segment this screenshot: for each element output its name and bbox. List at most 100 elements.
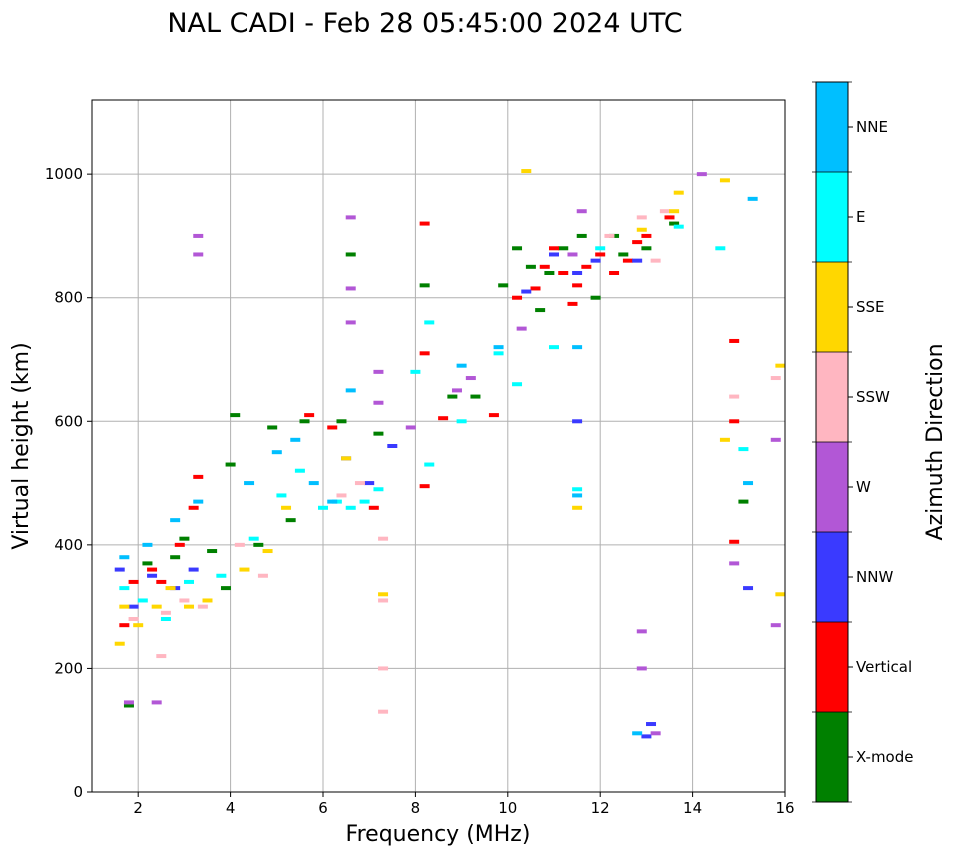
data-point	[202, 598, 213, 603]
data-point	[646, 722, 657, 727]
y-tick-label: 800	[54, 289, 83, 307]
data-point	[549, 345, 559, 350]
data-point	[424, 320, 435, 325]
data-point	[743, 481, 754, 486]
data-point	[336, 419, 347, 424]
data-point	[641, 734, 652, 739]
x-tick-label: 12	[591, 799, 610, 817]
data-point	[151, 604, 162, 609]
colorbar-tick-label: NNE	[856, 118, 888, 136]
data-point	[193, 233, 204, 238]
data-point	[123, 700, 134, 705]
data-point	[239, 567, 250, 572]
data-point	[179, 536, 190, 541]
data-point	[378, 666, 389, 671]
data-point	[345, 505, 356, 510]
data-point	[225, 462, 236, 467]
series-nne	[119, 196, 758, 736]
data-point	[128, 579, 139, 584]
series-nnw	[114, 252, 754, 739]
data-point	[359, 499, 370, 504]
colorbar-frame	[815, 81, 849, 803]
data-point	[465, 376, 476, 381]
data-point	[775, 592, 786, 597]
colorbar-segment	[816, 622, 848, 712]
data-point	[549, 246, 559, 251]
series-x-mode	[123, 221, 749, 708]
data-point	[304, 413, 315, 418]
data-point	[488, 413, 499, 418]
x-tick-label: 10	[498, 799, 517, 817]
data-point	[419, 484, 430, 489]
data-point	[119, 604, 130, 609]
data-point	[609, 271, 620, 275]
data-point	[622, 258, 633, 263]
data-point	[156, 654, 167, 659]
data-point	[659, 209, 670, 214]
data-point	[170, 555, 181, 560]
data-point	[290, 437, 301, 442]
data-point	[521, 169, 532, 174]
data-point	[151, 700, 162, 705]
data-point	[498, 283, 509, 288]
data-point	[188, 567, 199, 572]
data-point	[632, 258, 643, 263]
data-point	[419, 221, 430, 226]
data-point	[456, 419, 467, 424]
plot-frame	[91, 99, 786, 793]
data-point	[572, 505, 583, 510]
x-tick-label: 16	[775, 799, 794, 817]
data-point	[549, 252, 559, 257]
x-tick-label: 8	[411, 799, 421, 817]
data-point	[234, 542, 245, 547]
data-point	[576, 209, 587, 214]
data-point	[572, 283, 583, 288]
y-tick-label: 200	[54, 659, 83, 677]
series-ssw	[128, 209, 781, 714]
data-point	[257, 573, 268, 578]
data-point	[738, 447, 749, 452]
data-point	[220, 586, 231, 591]
data-point	[244, 481, 255, 486]
data-point	[188, 505, 199, 510]
data-point	[729, 539, 740, 544]
data-point	[636, 215, 647, 220]
data-point	[179, 598, 190, 603]
data-point	[147, 573, 158, 578]
data-point	[595, 252, 606, 257]
data-point	[747, 196, 758, 201]
data-point	[641, 233, 652, 238]
data-point	[285, 518, 296, 523]
colorbar: X-mode Vertical NNW W SSW SSE E NNE	[812, 81, 913, 803]
data-point	[378, 709, 389, 714]
colorbar-tick-label: NNW	[856, 568, 893, 586]
data-point	[262, 549, 273, 554]
data-point	[378, 598, 389, 603]
data-point	[451, 388, 462, 393]
data-point	[184, 579, 195, 584]
colorbar-segment	[816, 712, 848, 802]
chart-title: NAL CADI - Feb 28 05:45:00 2024 UTC	[167, 8, 682, 39]
data-point	[119, 623, 130, 628]
data-point	[729, 394, 740, 399]
data-point	[114, 641, 125, 646]
data-point	[354, 481, 365, 486]
data-point	[438, 416, 449, 421]
data-point	[715, 246, 726, 251]
data-point	[729, 561, 740, 566]
series-e	[119, 224, 749, 621]
x-tick-label: 2	[133, 799, 143, 817]
data-point	[743, 586, 754, 591]
x-axis-ticks: 2 4 6 8 10 12 14 16	[133, 792, 795, 817]
data-point	[142, 542, 153, 547]
data-point	[738, 499, 749, 504]
colorbar-tick-label: Vertical	[856, 658, 912, 676]
data-point	[770, 623, 781, 628]
data-point	[770, 437, 781, 442]
data-point	[636, 227, 647, 232]
colorbar-segment	[816, 262, 848, 352]
data-point	[729, 419, 740, 424]
data-point	[535, 308, 546, 313]
data-point	[419, 283, 430, 288]
data-point	[299, 419, 310, 424]
